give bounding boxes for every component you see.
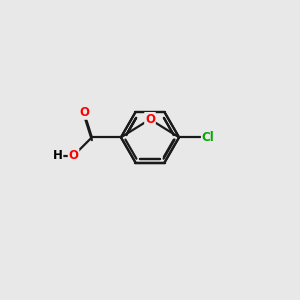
Text: O: O — [69, 149, 79, 162]
Text: O: O — [79, 106, 89, 119]
Text: Cl: Cl — [202, 131, 214, 144]
Text: O: O — [145, 113, 155, 126]
Text: H: H — [52, 149, 62, 162]
